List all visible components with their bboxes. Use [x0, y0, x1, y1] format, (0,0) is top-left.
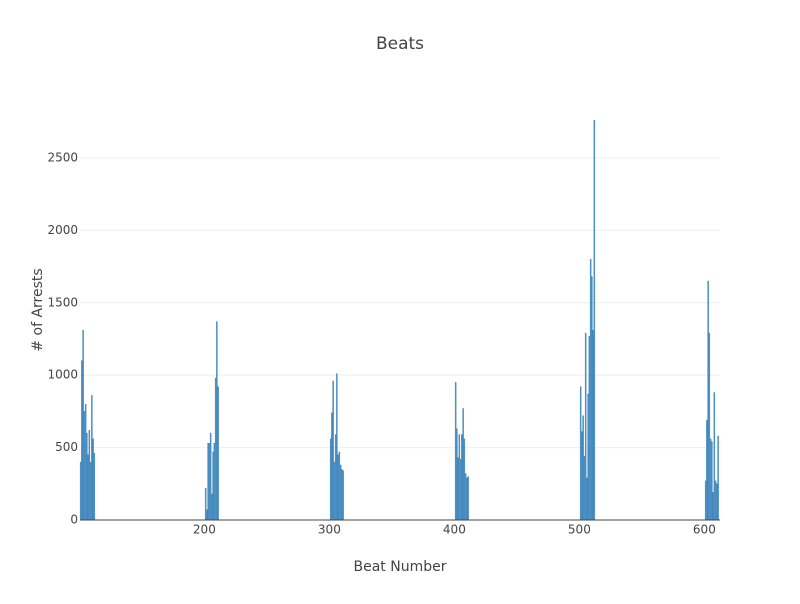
bar: [467, 476, 469, 521]
y-tick-label: 1500: [47, 295, 78, 309]
bar: [84, 403, 87, 521]
bar: [337, 454, 339, 521]
bar: [334, 434, 337, 521]
bar: [338, 451, 341, 521]
bar: [457, 457, 459, 521]
bar: [463, 438, 466, 521]
bar: [79, 461, 82, 521]
bar: [711, 441, 713, 521]
bar: [82, 330, 84, 521]
bar: [717, 435, 719, 521]
bar: [204, 487, 207, 521]
bar: [593, 120, 596, 521]
bar: [208, 443, 211, 521]
bar: [587, 393, 589, 521]
y-tick-label: 1000: [47, 368, 78, 382]
bar: [712, 492, 714, 521]
bar: [591, 276, 593, 521]
y-tick-label: 2000: [47, 223, 78, 237]
bar: [211, 493, 213, 521]
chart-title: Beats: [376, 34, 424, 54]
bar: [586, 477, 588, 521]
x-tick-label: 400: [443, 523, 466, 537]
bar: [213, 443, 216, 521]
bar: [217, 386, 219, 521]
y-tick-label: 0: [70, 513, 78, 527]
bar: [704, 480, 707, 521]
bar: [91, 395, 93, 521]
bar: [216, 321, 218, 521]
bar: [464, 473, 467, 521]
bar: [332, 380, 334, 521]
bar: [89, 461, 92, 521]
bar: [86, 432, 88, 521]
bar: [592, 330, 594, 521]
bar: [341, 469, 343, 521]
bar: [461, 434, 463, 521]
bar: [88, 430, 91, 521]
bar: [714, 480, 717, 521]
bar: [342, 470, 344, 521]
bar: [458, 434, 461, 521]
y-axis-label: # of Arrests: [30, 268, 46, 351]
bar: [589, 259, 592, 521]
bar: [716, 483, 718, 521]
bar: [706, 419, 708, 521]
bar: [581, 431, 583, 521]
bar: [708, 332, 711, 521]
bar: [331, 412, 333, 521]
x-tick-label: 600: [693, 523, 716, 537]
y-tick-label: 2500: [47, 150, 78, 164]
bar: [207, 443, 209, 521]
bar: [339, 464, 342, 521]
y-tick-label: 500: [55, 440, 78, 454]
bar: [456, 428, 458, 521]
bar: [713, 392, 716, 521]
bar: [93, 453, 96, 521]
bar: [709, 438, 712, 521]
x-tick-label: 300: [318, 523, 341, 537]
bar: [579, 386, 582, 521]
bar: [466, 477, 468, 521]
bar: [81, 360, 83, 521]
bar: [87, 454, 89, 521]
x-tick-label: 200: [193, 523, 216, 537]
bar: [92, 438, 94, 521]
bar: [329, 438, 332, 521]
bar: [454, 382, 457, 521]
bar: [212, 451, 214, 521]
x-axis-label: Beat Number: [354, 559, 447, 575]
bar: [462, 408, 464, 521]
bar: [582, 415, 584, 521]
bar: [336, 373, 338, 521]
bar: [209, 432, 212, 521]
bar: [83, 411, 86, 521]
bar: [333, 461, 336, 521]
bar: [214, 377, 217, 521]
bar: [707, 280, 709, 521]
bar: [584, 332, 587, 521]
x-tick-label: 500: [568, 523, 591, 537]
bar: [588, 335, 591, 521]
bar: [206, 509, 208, 521]
bar: [583, 456, 586, 521]
bar: [459, 458, 462, 521]
